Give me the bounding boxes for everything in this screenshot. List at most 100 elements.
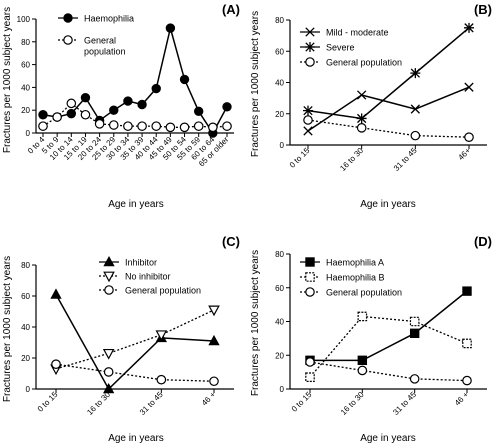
legend-label: Haemophilia: [84, 14, 134, 24]
legend-marker: [305, 287, 315, 297]
data-point: [103, 382, 115, 394]
data-point: [464, 82, 474, 92]
x-tick-label: 31 to 45: [392, 146, 419, 173]
y-tick-label: 80: [21, 38, 30, 47]
data-point: [222, 121, 232, 131]
data-point: [94, 119, 105, 129]
data-point: [208, 122, 218, 133]
legend-label: General population: [326, 288, 402, 298]
y-tick-label: 80: [275, 16, 284, 25]
data-point: [151, 83, 161, 94]
y-tick-label: 80: [21, 261, 30, 270]
legend-marker: [103, 271, 115, 283]
x-tick-label: 31 to 45: [138, 390, 165, 417]
y-tick-label: 40: [21, 83, 30, 92]
panel-label: (A): [222, 2, 240, 17]
legend-label: General population: [84, 36, 126, 57]
x-tick-label: 46+: [456, 146, 472, 162]
legend-marker: [63, 13, 73, 23]
data-point: [193, 106, 204, 117]
data-point: [305, 357, 315, 367]
legend-marker: [305, 272, 315, 282]
data-point: [123, 96, 133, 106]
y-tick-label: 20: [21, 106, 30, 115]
y-tick-label: 60: [275, 284, 284, 293]
legend-marker: [103, 255, 115, 267]
data-point: [103, 367, 114, 377]
data-point: [356, 113, 367, 124]
data-point: [156, 374, 167, 385]
data-point: [179, 122, 190, 133]
series-line-3: [307, 119, 470, 138]
x-tick-label: 0 to 15: [290, 390, 314, 414]
data-point: [409, 374, 420, 384]
data-point: [209, 376, 219, 387]
series-line-1: [55, 294, 215, 391]
data-point: [464, 22, 474, 33]
chart-panel-4: 0 20 40 60 80 0 to 15 16 to 30 31 to 45 46 + Frac…: [250, 234, 492, 444]
panel-label: (C): [222, 234, 240, 249]
data-point: [303, 126, 313, 136]
data-point: [222, 102, 232, 112]
legend-label: Mild - moderate: [326, 28, 389, 38]
y-tick-label: 40: [275, 318, 284, 327]
x-tick-label: 46 +: [200, 390, 218, 408]
data-point: [464, 132, 474, 142]
data-point: [410, 68, 421, 79]
data-point: [165, 23, 176, 33]
data-point: [303, 115, 313, 125]
y-axis-title: Fractures per 1000 subject years: [2, 256, 13, 402]
x-axis-title: Age in years: [360, 199, 416, 210]
y-tick-label: 20: [21, 354, 30, 363]
data-point: [108, 120, 119, 130]
legend-marker: [305, 57, 315, 67]
y-tick-label: 60: [275, 47, 284, 56]
data-point: [357, 365, 368, 376]
data-point: [410, 104, 420, 114]
series-line-1: [307, 86, 470, 132]
legend-marker: [305, 257, 315, 267]
x-tick-label: 46 +: [453, 390, 471, 408]
series-line-3: [55, 363, 215, 382]
data-point: [52, 112, 62, 122]
legend-label: No inhibitor: [125, 272, 171, 282]
x-tick-label: 0 to 15: [288, 146, 312, 170]
y-tick-label: 80: [275, 250, 284, 259]
series-line-2: [309, 315, 468, 378]
y-tick-label: 20: [275, 351, 284, 360]
x-tick-label: 0 to 15: [36, 390, 60, 414]
data-point: [410, 130, 421, 141]
chart-panel-2: 0 20 40 60 80 0 to 15 16 to 30 31 to 45 46+ Fract…: [250, 2, 492, 210]
data-point: [66, 98, 77, 109]
legend-label: Inhibitor: [125, 258, 157, 268]
data-point: [208, 334, 220, 346]
data-point: [80, 109, 91, 120]
data-point: [357, 355, 368, 366]
data-point: [137, 121, 147, 131]
legend-label: General population: [125, 286, 201, 296]
y-tick-label: 40: [21, 323, 30, 332]
series-line-2: [307, 27, 470, 120]
chart-panel-3: 0 20 40 60 80 0 to 15 16 to 30 31 to 45 46 + Frac…: [2, 234, 240, 444]
y-tick-label: 20: [275, 110, 284, 119]
y-axis-title: Fractures per 1000 subject years: [2, 7, 13, 153]
data-point: [462, 286, 472, 296]
data-point: [356, 123, 367, 133]
data-point: [357, 90, 367, 100]
panel-label: (B): [474, 2, 492, 17]
x-axis-title: Age in years: [108, 433, 164, 444]
legend-marker: [104, 285, 114, 295]
x-tick-label: 16 to 30: [338, 146, 365, 173]
y-axis-title: Fractures per 1000 subject years: [250, 11, 261, 157]
data-point: [409, 328, 420, 339]
data-point: [179, 74, 190, 85]
series-line-3: [309, 361, 468, 382]
y-tick-label: 60: [21, 61, 30, 70]
legend-label: Haemophilia B: [326, 273, 385, 283]
data-point: [208, 305, 220, 317]
x-tick-label: 31 to 45: [391, 390, 418, 417]
y-tick-label: 60: [21, 292, 30, 301]
series-line-1: [310, 290, 468, 362]
